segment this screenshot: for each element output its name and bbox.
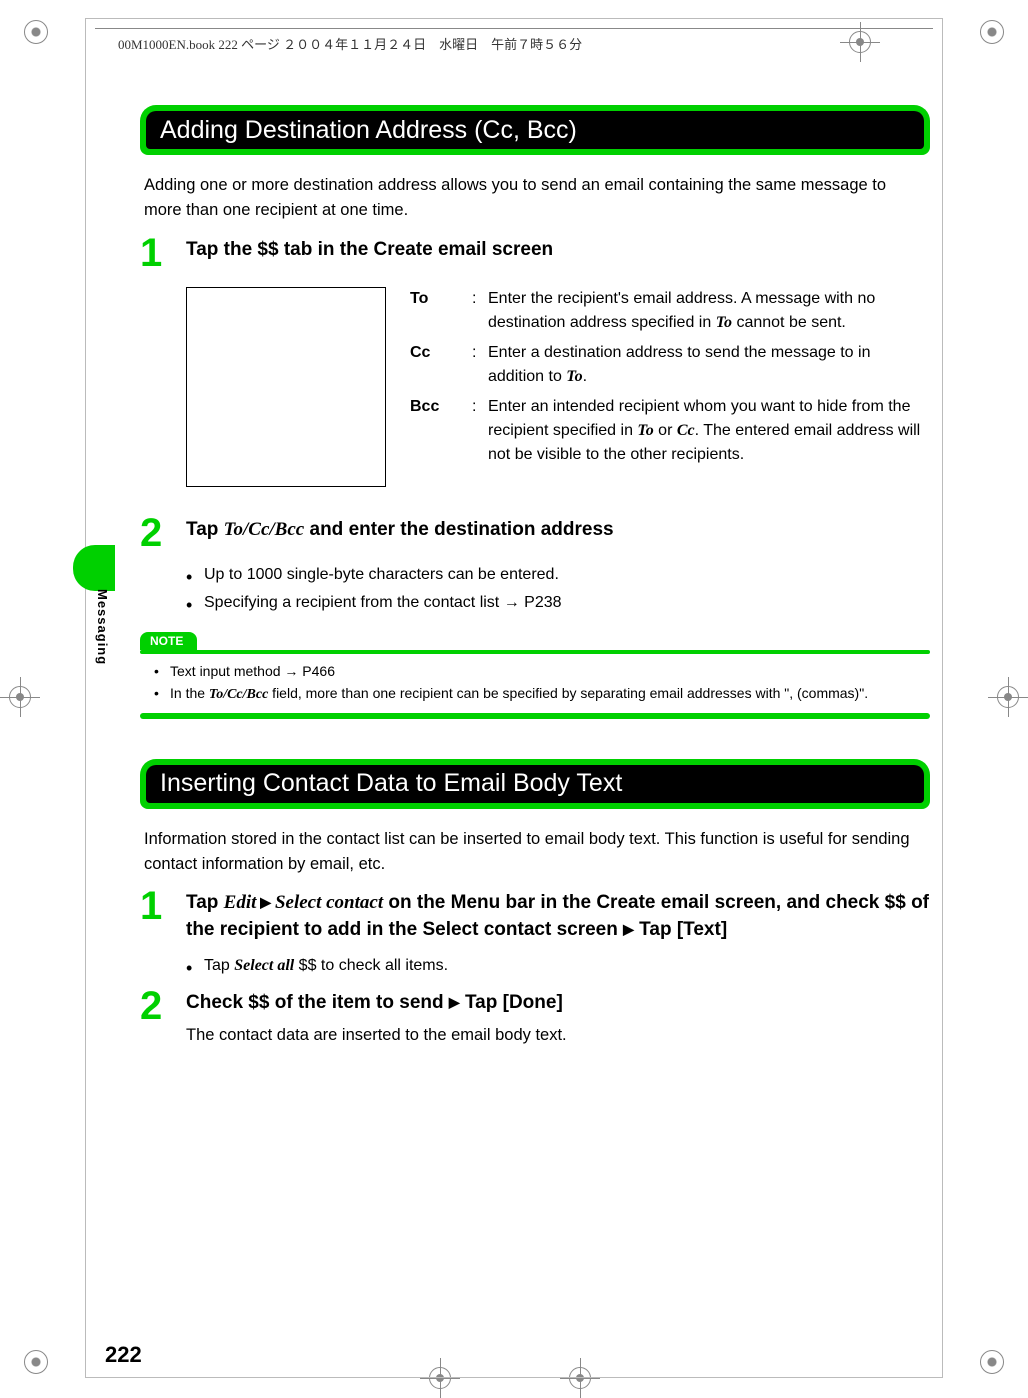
step: 2 Check $$ of the item to send ▶ Tap [Do… — [140, 986, 930, 1057]
step-number: 2 — [140, 513, 186, 553]
bullet-item: Tap Select all $$ to check all items. — [186, 952, 930, 981]
triangle-icon: ▶ — [256, 894, 275, 910]
step: 1 Tap Edit ▶ Select contact on the Menu … — [140, 886, 930, 943]
field-row: Bcc : Enter an intended recipient whom y… — [410, 395, 930, 467]
step: 1 Tap the $$ tab in the Create email scr… — [140, 233, 930, 273]
field-row: To : Enter the recipient's email address… — [410, 287, 930, 335]
step-title: Check $$ of the item to send ▶ Tap [Done… — [186, 990, 930, 1017]
step-title: Tap the $$ tab in the Create email scree… — [186, 237, 930, 264]
step-body-text: The contact data are inserted to the ema… — [186, 1023, 930, 1048]
section-intro: Information stored in the contact list c… — [140, 827, 930, 877]
triangle-icon: ▶ — [623, 921, 634, 937]
header-rule — [95, 28, 933, 29]
crop-mark-icon — [24, 20, 48, 44]
step-number: 1 — [140, 233, 186, 273]
side-tab: Messaging — [65, 545, 115, 665]
registration-mark-icon — [0, 677, 40, 717]
note-block: NOTE Text input method → P466 In the To/… — [140, 632, 930, 719]
page-number: 222 — [105, 1342, 142, 1368]
step: 2 Tap To/Cc/Bcc and enter the destinatio… — [140, 513, 930, 553]
bullet-item: Specifying a recipient from the contact … — [186, 589, 930, 618]
field-label: Bcc — [410, 395, 472, 467]
section-title: Adding Destination Address (Cc, Bcc) — [160, 116, 577, 145]
step-number: 1 — [140, 886, 186, 943]
step-title: Tap To/Cc/Bcc and enter the destination … — [186, 517, 930, 544]
step-title: Tap Edit ▶ Select contact on the Menu ba… — [186, 890, 930, 943]
registration-mark-icon — [988, 677, 1028, 717]
note-label: NOTE — [140, 632, 197, 650]
section-header: Inserting Contact Data to Email Body Tex… — [140, 759, 930, 809]
crop-mark-icon — [980, 1350, 1004, 1374]
section-intro: Adding one or more destination address a… — [140, 173, 930, 223]
field-desc: Enter an intended recipient whom you wan… — [488, 395, 930, 467]
bullet-item: Up to 1000 single-byte characters can be… — [186, 561, 930, 590]
header-filepath: 00M1000EN.book 222 ページ ２００４年１１月２４日 水曜日 午… — [118, 34, 582, 53]
side-tab-label: Messaging — [95, 589, 110, 665]
field-colon: : — [472, 395, 488, 467]
side-tab-color — [73, 545, 115, 591]
field-definitions: To : Enter the recipient's email address… — [410, 287, 930, 487]
note-item: Text input method → P466 — [154, 660, 926, 682]
crop-mark-icon — [24, 1350, 48, 1374]
triangle-icon: ▶ — [449, 994, 460, 1010]
step-bullets: Tap Select all $$ to check all items. — [186, 952, 930, 981]
field-colon: : — [472, 341, 488, 389]
crop-mark-icon — [980, 20, 1004, 44]
field-colon: : — [472, 287, 488, 335]
step-number: 2 — [140, 986, 186, 1057]
step-bullets: Up to 1000 single-byte characters can be… — [186, 561, 930, 619]
screenshot-placeholder — [186, 287, 386, 487]
note-bar — [140, 713, 930, 719]
note-item: In the To/Cc/Bcc field, more than one re… — [154, 682, 926, 706]
field-desc: Enter a destination address to send the … — [488, 341, 930, 389]
section-header: Adding Destination Address (Cc, Bcc) — [140, 105, 930, 155]
section-title: Inserting Contact Data to Email Body Tex… — [160, 769, 622, 798]
field-label: Cc — [410, 341, 472, 389]
field-desc: Enter the recipient's email address. A m… — [488, 287, 930, 335]
field-row: Cc : Enter a destination address to send… — [410, 341, 930, 389]
note-body: Text input method → P466 In the To/Cc/Bc… — [140, 654, 930, 713]
field-label: To — [410, 287, 472, 335]
